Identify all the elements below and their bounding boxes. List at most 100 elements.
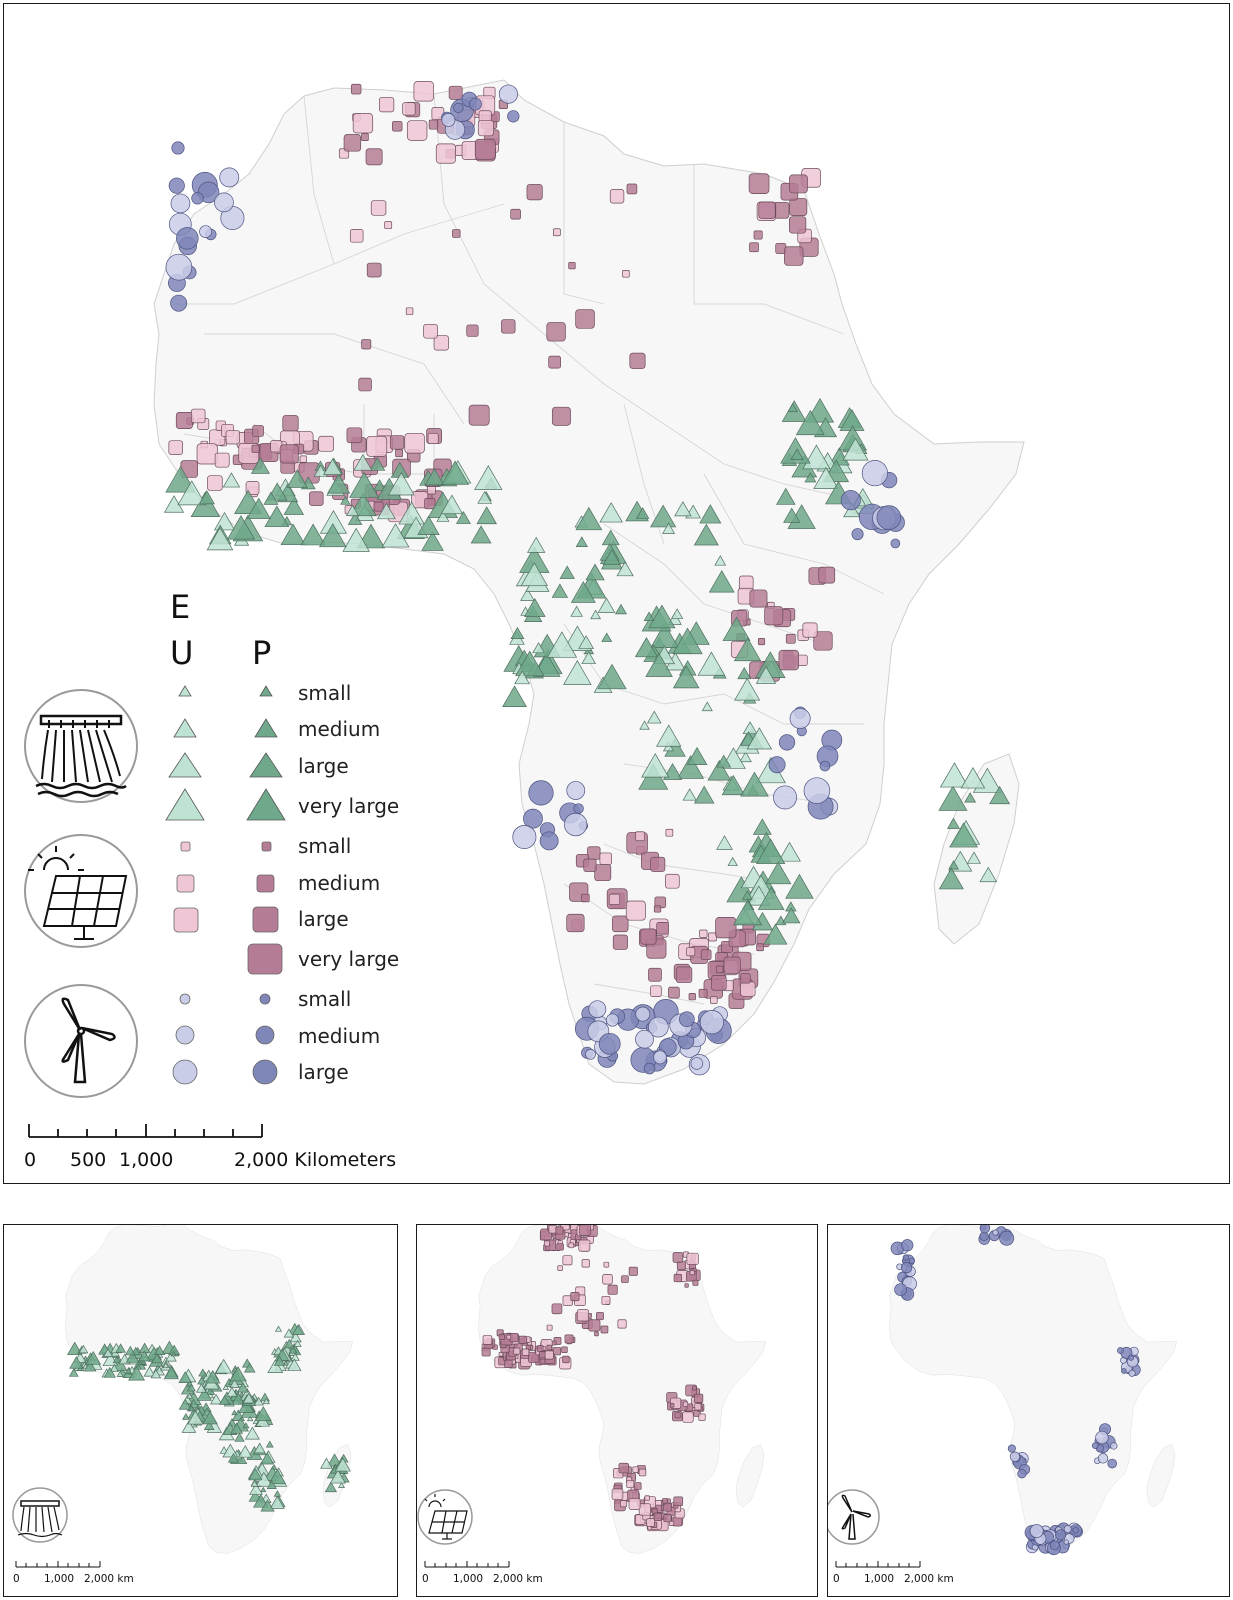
solar-plant-marker [672,1516,683,1527]
wind-plant-marker [890,538,901,549]
solar-plant-marker [650,985,662,997]
hydro-plant-marker [520,588,535,601]
inset-scale-label-0: 0 [422,1573,429,1585]
wind-plant-marker [564,812,588,837]
hydro-plant-marker [716,835,733,850]
hydro-plant-marker [701,701,713,712]
hydro-plant-marker [226,1386,238,1397]
hydro-plant-marker [254,1406,272,1421]
solar-plant-marker [612,915,629,933]
power-plant-markers [163,81,1011,1076]
hydro-plant-marker [721,774,745,796]
wind-plant-marker [539,831,559,851]
wind-plant-marker [648,1016,669,1038]
wind-plant-marker [1128,1354,1134,1361]
hydro-plant-marker [103,1366,116,1378]
hydro-plant-marker [785,873,814,899]
hydro-plant-marker [182,1413,190,1420]
hydro-plant-marker [242,1392,255,1404]
solar-plant-marker [594,864,612,882]
hydro-plant-marker [181,1419,197,1433]
inset-map-solar: 0 1,000 2,000 km [416,1224,818,1597]
solar-plant-marker [366,262,382,278]
solar-plant-marker [753,230,763,240]
hydro-plant-marker [250,457,270,474]
solar-plant-marker [632,1466,639,1473]
solar-plant-marker [601,1295,611,1305]
hydro-plant-marker [143,1366,156,1377]
legend-label-hydro-large: large [298,754,349,778]
solar-plant-marker [546,322,566,342]
solar-plant-marker [813,631,833,651]
hydro-plant-marker [795,409,825,436]
wind-plant-marker [1029,1524,1044,1538]
hydro-plant-marker [318,523,347,548]
hydro-plant-marker [188,1405,195,1412]
wind-plant-marker [773,785,797,810]
wind-plant-marker [635,1029,654,1049]
legend-hydro-p-medium [254,718,278,738]
solar-plant-marker [350,83,362,95]
hydro-plant-marker [340,495,351,505]
wind-plant-marker [653,1050,667,1065]
hydro-plant-marker [222,1384,230,1390]
wind-plant-marker [1121,1368,1127,1374]
hydro-plant-marker [213,511,236,531]
hydro-plant-marker [699,504,722,524]
hydro-plant-marker [387,471,415,496]
inset-scale-label-1000: 1,000 [44,1573,74,1585]
hydro-plant-marker [570,581,596,603]
inset-scale-label-2000: 2,000 km [493,1573,543,1585]
hydro-plant-marker [440,494,464,515]
hydro-plant-marker [260,1486,267,1493]
hydro-plant-marker [203,1420,215,1430]
solar-plant-marker [665,873,680,889]
solar-plant-marker [778,649,799,671]
hydro-plant-marker [739,751,752,763]
solar-plant-marker [196,443,218,465]
hydro-plant-marker [327,473,351,494]
wind-plant-marker [901,1239,914,1252]
hydro-dam-icon [24,689,138,803]
solar-plant-marker [468,404,490,426]
hydro-plant-marker [262,1397,270,1405]
solar-plant-marker [426,485,436,495]
solar-plant-marker [581,893,590,903]
wind-plant-marker [469,97,482,111]
solar-plant-marker [621,1275,629,1283]
hydro-plant-marker [137,1350,151,1362]
solar-plant-marker [740,973,751,984]
inset-scale-bar [15,1561,101,1568]
hydro-plant-marker [436,510,450,522]
hydro-plant-marker [260,1499,275,1512]
hydro-plant-marker [601,632,613,642]
solar-plant-marker [583,858,597,872]
hydro-plant-marker [85,1351,102,1365]
hydro-plant-marker [948,860,960,870]
solar-plant-marker [299,455,307,463]
scale-label-0: 0 [24,1149,36,1171]
hydro-plant-marker [353,454,373,471]
solar-plant-marker [600,1325,609,1334]
hydro-plant-marker [283,1328,295,1338]
solar-plant-marker [501,319,516,334]
hydro-plant-marker [178,1398,192,1410]
solar-plant-marker [343,134,362,152]
hydro-plant-marker [229,1378,240,1388]
hydro-plant-marker [163,1366,179,1380]
solar-plant-marker [556,1243,564,1251]
hydro-plant-marker [236,1382,249,1393]
hydro-plant-marker [112,1356,121,1364]
solar-plant-marker [669,1520,675,1526]
wind-plant-marker [1007,1444,1016,1453]
legend-solar-u-medium [176,874,195,893]
wind-plant-marker [1128,1369,1136,1377]
solar-plant-marker [575,309,595,329]
hydro-plant-marker [218,1395,231,1405]
hydro-plant-marker [242,1422,250,1429]
solar-panel-icon [24,834,138,948]
legend-hydro-p-large [249,752,283,778]
solar-plant-marker [498,1352,504,1357]
inset-hydro-markers [67,1322,351,1512]
solar-plant-marker [373,501,384,512]
